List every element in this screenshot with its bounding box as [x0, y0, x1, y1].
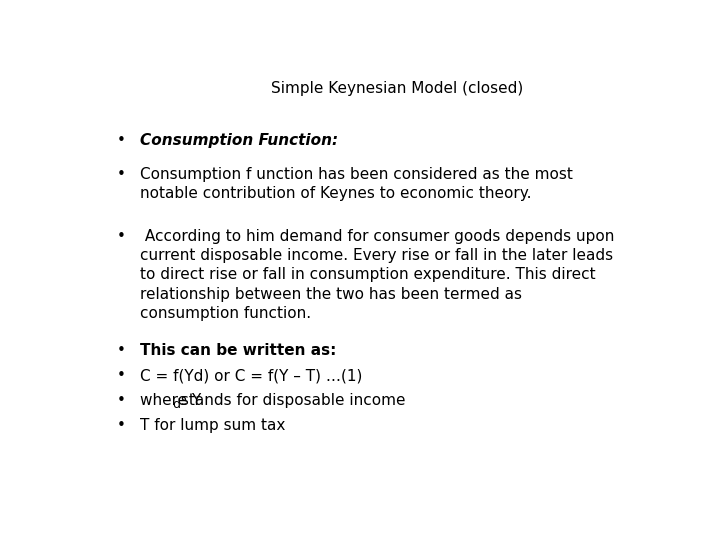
- Text: •: •: [116, 229, 125, 244]
- Text: •: •: [116, 133, 125, 148]
- Text: d: d: [172, 399, 180, 411]
- Text: Simple Keynesian Model (closed): Simple Keynesian Model (closed): [271, 82, 523, 97]
- Text: C = f(Yd) or C = f(Y – T) …(1): C = f(Yd) or C = f(Y – T) …(1): [140, 368, 363, 383]
- Text: stands for disposable income: stands for disposable income: [176, 393, 406, 408]
- Text: Consumption f unction has been considered as the most
notable contribution of Ke: Consumption f unction has been considere…: [140, 167, 573, 201]
- Text: •: •: [116, 393, 125, 408]
- Text: This can be written as:: This can be written as:: [140, 343, 336, 359]
- Text: According to him demand for consumer goods depends upon
current disposable incom: According to him demand for consumer goo…: [140, 229, 615, 321]
- Text: where Y: where Y: [140, 393, 202, 408]
- Text: •: •: [116, 343, 125, 359]
- Text: •: •: [116, 167, 125, 181]
- Text: •: •: [116, 368, 125, 383]
- Text: T for lump sum tax: T for lump sum tax: [140, 418, 286, 433]
- Text: •: •: [116, 418, 125, 433]
- Text: Consumption Function:: Consumption Function:: [140, 133, 338, 148]
